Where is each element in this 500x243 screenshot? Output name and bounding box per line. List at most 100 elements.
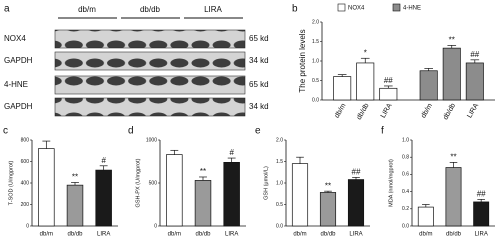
significance: ## bbox=[477, 189, 486, 198]
x-tick-label: LIRA bbox=[349, 232, 362, 238]
legend-swatch bbox=[337, 3, 346, 12]
x-tick-label: db/db bbox=[442, 102, 457, 121]
y-tick-label: 2.0 bbox=[312, 19, 319, 25]
y-tick-label: 1.0 bbox=[312, 58, 319, 64]
bar bbox=[419, 70, 438, 101]
y-tick-label: 0.8 bbox=[402, 155, 409, 161]
bar bbox=[445, 167, 462, 227]
legend-label: 4-HNE bbox=[403, 6, 421, 12]
x-tick-label: LIRA bbox=[225, 232, 238, 238]
group-label: db/db bbox=[140, 5, 161, 14]
y-tick-label: 0.5 bbox=[312, 78, 319, 84]
significance: ** bbox=[325, 181, 331, 190]
size-label: 65 kd bbox=[249, 34, 269, 43]
blot-bands bbox=[55, 76, 245, 94]
y-axis-label: GSH-PX (U/mgprot) bbox=[135, 158, 141, 207]
protein-label: GAPDH bbox=[4, 102, 33, 111]
significance: # bbox=[229, 148, 234, 157]
size-label: 34 kd bbox=[249, 56, 269, 65]
bar bbox=[66, 184, 84, 227]
x-tick-label: db/db bbox=[356, 102, 371, 121]
x-tick-label: LIRA bbox=[380, 102, 394, 119]
panel-label: d bbox=[128, 126, 134, 137]
y-tick-label: 200 bbox=[21, 202, 30, 208]
significance: ## bbox=[352, 168, 361, 177]
panel-label: f bbox=[381, 126, 384, 137]
bar bbox=[379, 87, 398, 101]
bar bbox=[333, 76, 352, 101]
y-tick-label: 800 bbox=[21, 137, 30, 143]
legend-label: NOX4 bbox=[348, 6, 365, 12]
y-tick-label: 1000 bbox=[146, 137, 157, 143]
x-tick-label: db/m bbox=[419, 232, 432, 238]
y-axis-label: GSH (μmol/L) bbox=[263, 166, 269, 200]
significance: ## bbox=[470, 50, 479, 59]
y-tick-label: 1.0 bbox=[276, 180, 283, 186]
protein-label: 4-HNE bbox=[4, 80, 28, 89]
protein-label: GAPDH bbox=[4, 56, 33, 65]
blot-bands bbox=[55, 52, 245, 70]
group-label: db/m bbox=[78, 5, 96, 14]
bar bbox=[166, 154, 183, 227]
y-tick-label: 0.6 bbox=[402, 172, 409, 178]
significance: ** bbox=[200, 167, 206, 176]
x-tick-label: db/m bbox=[40, 232, 53, 238]
bar bbox=[223, 162, 240, 227]
significance: * bbox=[364, 48, 367, 57]
y-tick-label: 0.0 bbox=[402, 223, 409, 229]
protein-label: NOX4 bbox=[4, 34, 26, 43]
blot-bands bbox=[55, 98, 245, 116]
y-tick-label: 600 bbox=[21, 159, 30, 165]
x-tick-label: db/m bbox=[293, 232, 306, 238]
y-axis-label: T-SOD (U/mgprot) bbox=[8, 161, 14, 206]
panel-label: e bbox=[255, 126, 261, 137]
y-axis-label: MDA (nmol/mgprot) bbox=[388, 159, 394, 207]
panel-label: c bbox=[3, 126, 8, 137]
significance: # bbox=[101, 156, 106, 165]
significance: ** bbox=[72, 173, 78, 182]
bar bbox=[319, 192, 337, 227]
x-tick-label: LIRA bbox=[97, 232, 110, 238]
bar bbox=[95, 169, 112, 227]
y-tick-label: 0 bbox=[26, 223, 29, 229]
x-tick-label: db/m bbox=[168, 232, 181, 238]
y-tick-label: 0.5 bbox=[276, 202, 283, 208]
bar bbox=[473, 201, 490, 227]
y-tick-label: 0.0 bbox=[312, 97, 319, 103]
group-label: LIRA bbox=[204, 5, 222, 14]
bar bbox=[465, 62, 484, 101]
blot-bands bbox=[55, 30, 245, 48]
y-tick-label: 0.2 bbox=[402, 206, 409, 212]
y-tick-label: 1.5 bbox=[276, 159, 283, 165]
bar bbox=[38, 148, 55, 227]
x-tick-label: db/db bbox=[320, 232, 336, 238]
x-tick-label: db/db bbox=[195, 232, 211, 238]
y-tick-label: 0 bbox=[154, 223, 157, 229]
x-tick-label: LIRA bbox=[474, 232, 487, 238]
significance: ** bbox=[450, 152, 456, 161]
bar bbox=[291, 163, 309, 227]
panel-label: b bbox=[292, 4, 298, 15]
bar bbox=[356, 62, 375, 101]
legend-swatch bbox=[392, 3, 401, 12]
y-axis-label: The protein levels bbox=[298, 29, 307, 92]
x-tick-label: LIRA bbox=[466, 102, 480, 119]
significance: ** bbox=[449, 36, 455, 45]
bar bbox=[347, 179, 365, 227]
y-tick-label: 2.0 bbox=[276, 137, 283, 143]
blot-rows bbox=[54, 29, 246, 117]
y-tick-label: 0.0 bbox=[276, 223, 283, 229]
y-tick-label: 0.4 bbox=[402, 189, 409, 195]
x-tick-label: db/m bbox=[420, 102, 434, 119]
bar bbox=[417, 206, 434, 227]
size-label: 34 kd bbox=[249, 102, 269, 111]
x-tick-label: db/db bbox=[67, 232, 83, 238]
bar bbox=[442, 47, 461, 101]
panel-label: a bbox=[4, 4, 10, 15]
y-tick-label: 1.5 bbox=[312, 39, 319, 45]
x-tick-label: db/m bbox=[334, 102, 348, 119]
significance: ## bbox=[384, 76, 393, 85]
y-tick-label: 1.0 bbox=[402, 137, 409, 143]
y-tick-label: 500 bbox=[149, 180, 158, 186]
